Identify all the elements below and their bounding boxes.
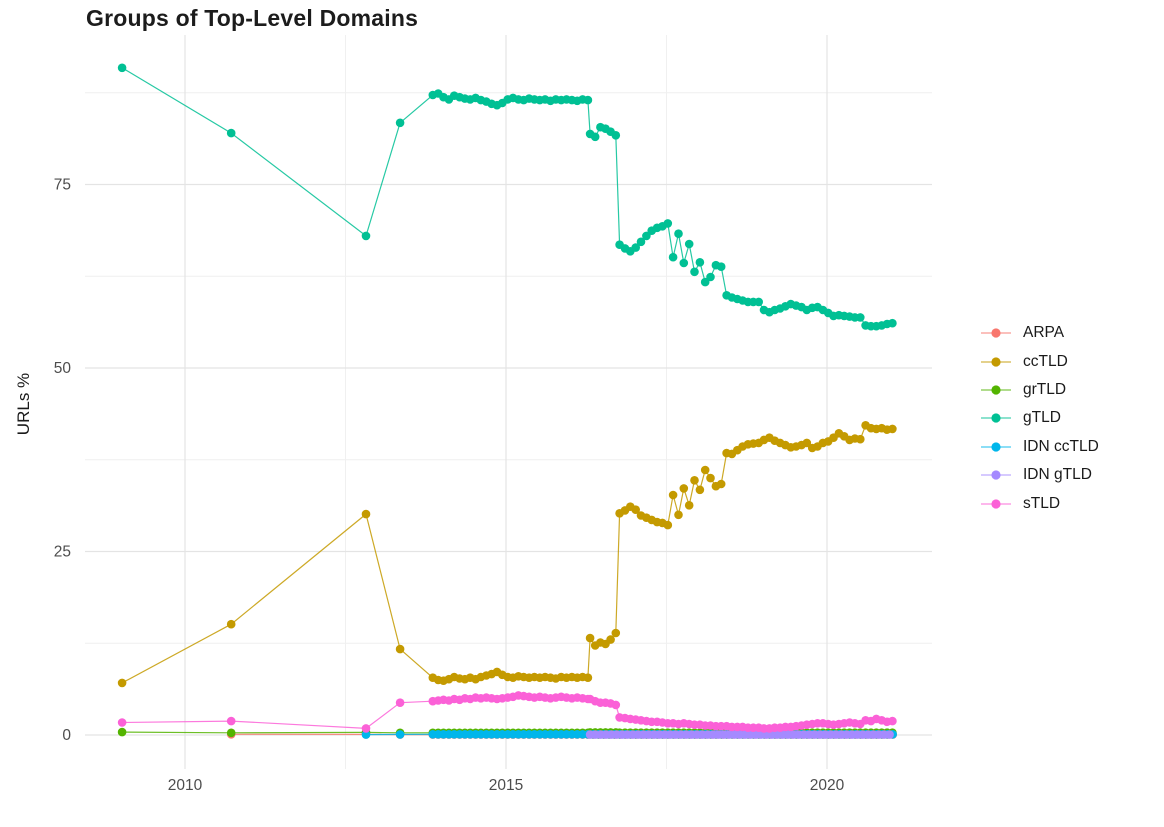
data-point-cctld [684, 501, 694, 510]
x-tick-label: 2010 [168, 777, 203, 794]
data-point-cctld [585, 633, 595, 643]
data-point-gtld [706, 272, 715, 282]
legend-key-icon [981, 470, 1011, 480]
data-point-idn-gtld [885, 730, 894, 739]
data-point-gtld [117, 63, 127, 73]
legend-item-label: IDN ccTLD [1023, 437, 1099, 455]
legend-key-icon [981, 498, 1011, 509]
y-tick-label: 75 [54, 177, 71, 194]
data-point-stld [361, 724, 371, 733]
data-point-stld [395, 698, 405, 707]
data-point-cctld [117, 678, 127, 688]
series-line-gtld [121, 67, 893, 327]
y-axis-title: URLs % [14, 372, 33, 436]
data-point-cctld [631, 505, 640, 514]
legend-item-label: IDN gTLD [1023, 466, 1092, 484]
data-point-cctld [888, 424, 897, 434]
data-point-cctld [583, 673, 593, 682]
data-point-cctld [395, 644, 405, 654]
data-point-gtld [856, 313, 865, 322]
data-point-cctld [663, 520, 673, 530]
data-point-cctld [679, 484, 689, 493]
data-point-grtld [117, 727, 127, 737]
data-point-cctld [226, 619, 236, 629]
legend-item-idn-gtld: IDN gTLD [978, 461, 1099, 489]
data-point-gtld [695, 258, 705, 267]
data-point-gtld [611, 131, 621, 140]
data-point-cctld [802, 438, 812, 448]
data-point-grtld [226, 728, 236, 738]
legend-item-label: sTLD [1023, 494, 1061, 512]
legend-item-cctld: ccTLD [978, 347, 1099, 375]
data-point-gtld [888, 318, 897, 328]
legend-item-label: ARPA [1023, 324, 1065, 342]
data-point-gtld [226, 128, 236, 138]
y-tick-label: 25 [54, 544, 71, 561]
data-point-idn-cctld [395, 730, 405, 739]
data-point-stld [611, 700, 621, 710]
data-point-cctld [716, 479, 726, 489]
series-line-cctld [121, 424, 893, 684]
data-point-gtld [754, 297, 763, 307]
data-point-gtld [642, 231, 651, 241]
data-point-cctld [606, 635, 615, 644]
legend-item-stld: sTLD [978, 489, 1099, 517]
data-point-gtld [395, 118, 405, 128]
data-point-cctld [361, 509, 371, 519]
data-point-idn-cctld [361, 730, 371, 739]
legend-item-idn-cctld: IDN ccTLD [978, 433, 1099, 461]
data-point-gtld [679, 258, 689, 268]
data-point-gtld [684, 239, 694, 249]
data-point-stld [226, 716, 236, 726]
data-point-gtld [690, 267, 699, 277]
data-point-cctld [695, 485, 705, 495]
data-point-cctld [611, 628, 621, 638]
legend-key-icon [981, 385, 1011, 395]
data-point-gtld [636, 237, 646, 247]
data-point-stld [117, 718, 127, 727]
data-point-gtld [674, 229, 683, 238]
data-point-gtld [668, 252, 678, 262]
legend-item-label: ccTLD [1023, 352, 1068, 370]
legend-key-icon [981, 356, 1011, 367]
legend-key-icon [981, 413, 1011, 423]
data-point-gtld [631, 243, 640, 252]
y-tick-label: 50 [54, 360, 72, 377]
chart-title: Groups of Top-Level Domains [86, 5, 419, 31]
data-point-cctld [700, 465, 710, 475]
legend-item-grtld: grTLD [978, 376, 1099, 404]
data-point-gtld [583, 95, 593, 105]
legend-item-gtld: gTLD [978, 404, 1099, 432]
data-point-gtld [361, 231, 371, 241]
data-point-gtld [700, 277, 710, 287]
data-point-gtld [590, 132, 600, 142]
data-point-cctld [668, 490, 678, 500]
data-point-cctld [690, 476, 699, 485]
data-point-cctld [674, 510, 683, 520]
legend-item-label: gTLD [1023, 409, 1061, 427]
data-point-gtld [716, 262, 726, 272]
data-point-stld [888, 716, 897, 726]
legend-item-arpa: ARPA [978, 319, 1099, 347]
data-point-cctld [706, 473, 715, 483]
legend: ARPA ccTLD grTLD gTLD IDN ccTLD IDN gTLD… [978, 319, 1099, 518]
y-tick-label: 0 [62, 727, 71, 744]
data-point-gtld [663, 219, 673, 228]
legend-key-icon [981, 328, 1011, 338]
legend-item-label: grTLD [1023, 380, 1067, 398]
data-point-cctld [856, 434, 865, 444]
x-tick-label: 2015 [489, 777, 523, 794]
x-tick-label: 2020 [810, 777, 845, 794]
legend-key-icon [981, 442, 1011, 452]
